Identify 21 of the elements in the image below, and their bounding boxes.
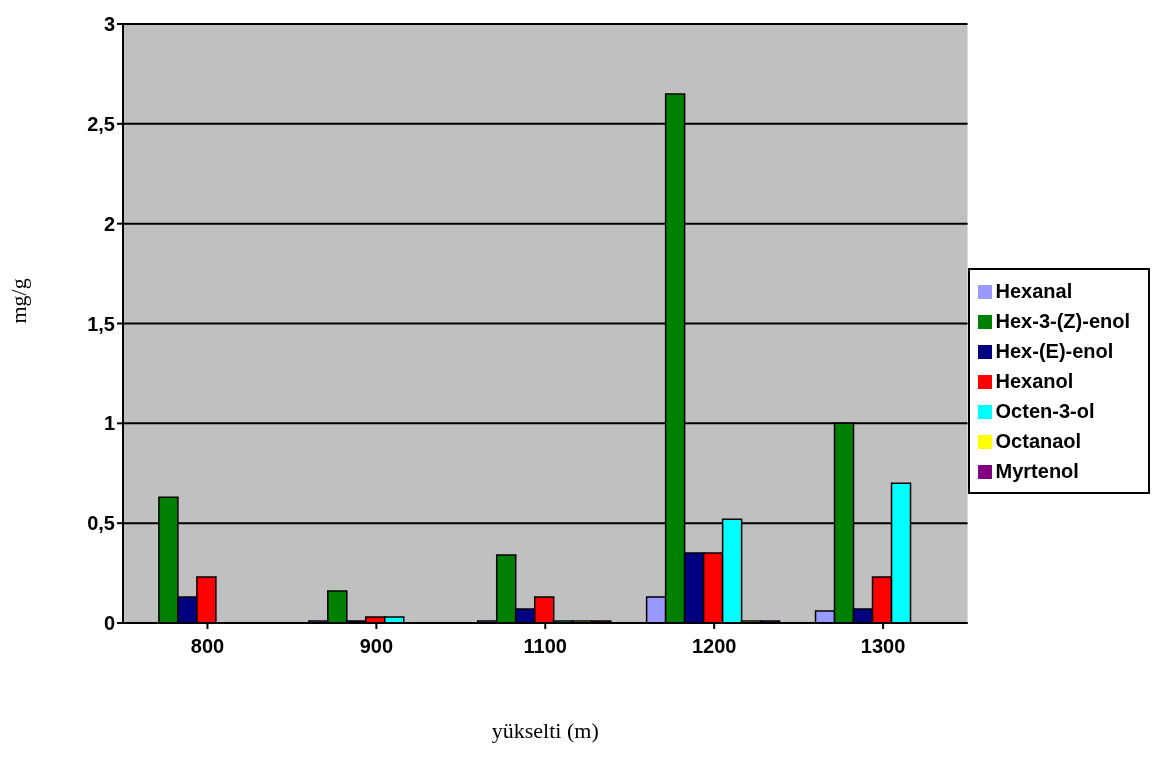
legend-label: Hex-3-(Z)-enol <box>995 309 1130 332</box>
x-tick-label: 800 <box>190 635 225 658</box>
x-axis-title: yükselti (m) <box>491 718 599 743</box>
y-tick-label: 2,5 <box>87 112 115 135</box>
y-tick-label: 0 <box>103 612 115 635</box>
x-tick-label: 1100 <box>523 635 567 658</box>
y-tick-label: 1,5 <box>87 312 115 335</box>
x-tick-label: 900 <box>359 635 394 658</box>
x-tick-label: 1200 <box>691 635 737 658</box>
legend-label: Hex-(E)-enol <box>995 339 1114 362</box>
y-axis-title: mg/g <box>5 278 31 324</box>
x-tick-label: 1300 <box>860 635 906 658</box>
y-tick-label: 1 <box>103 412 115 435</box>
y-tick-label: 3 <box>103 13 115 36</box>
legend-label: Hexanal <box>995 279 1073 302</box>
legend-label: Octanaol <box>995 429 1082 452</box>
y-tick-label: 2 <box>103 212 115 235</box>
y-tick-label: 0,5 <box>87 512 115 535</box>
legend-label: Myrtenol <box>995 459 1079 482</box>
legend-label: Hexanol <box>995 369 1074 392</box>
legend-label: Octen-3-ol <box>995 399 1095 422</box>
